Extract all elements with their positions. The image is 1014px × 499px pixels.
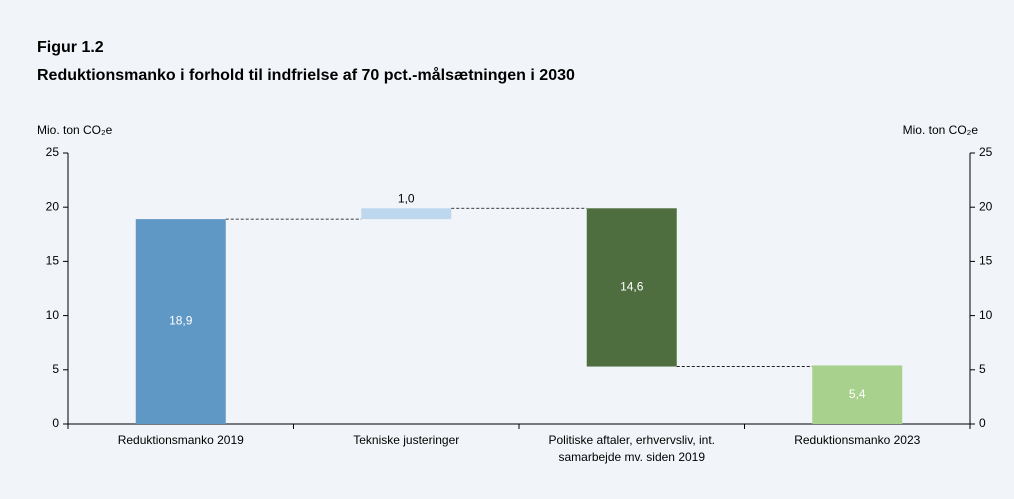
y-tick-label: 5 <box>52 362 59 376</box>
x-tick-label: Tekniske justeringer <box>353 433 459 447</box>
y2-tick-label: 15 <box>979 254 993 268</box>
y-tick-label: 15 <box>46 254 60 268</box>
x-tick-label: Reduktionsmanko 2023 <box>794 433 920 447</box>
y-axis-label: Mio. ton CO₂e <box>37 123 113 137</box>
chart-title: Reduktionsmanko i forhold til indfrielse… <box>37 66 575 84</box>
y-tick-label: 0 <box>52 416 59 430</box>
bar <box>361 208 452 220</box>
y-tick-label: 20 <box>46 199 60 213</box>
data-label: 14,6 <box>620 280 644 294</box>
y2-tick-label: 25 <box>979 145 993 159</box>
y2-tick-label: 0 <box>979 416 986 430</box>
x-tick-label: Reduktionsmanko 2019 <box>118 433 244 447</box>
bar <box>812 365 903 424</box>
data-label: 1,0 <box>398 191 415 205</box>
y2-tick-label: 5 <box>979 362 986 376</box>
y2-tick-label: 20 <box>979 199 993 213</box>
y2-axis-label: Mio. ton CO₂e <box>903 123 979 137</box>
y2-tick-label: 10 <box>979 308 993 322</box>
bar <box>586 208 677 367</box>
figure-label: Figur 1.2 <box>37 39 104 56</box>
data-label: 5,4 <box>849 387 866 401</box>
x-tick-label: Politiske aftaler, erhvervsliv, int. sama… <box>548 433 715 464</box>
bar <box>135 219 226 424</box>
y-tick-label: 25 <box>46 145 60 159</box>
y-tick-label: 10 <box>46 308 60 322</box>
data-label: 18,9 <box>169 314 193 328</box>
